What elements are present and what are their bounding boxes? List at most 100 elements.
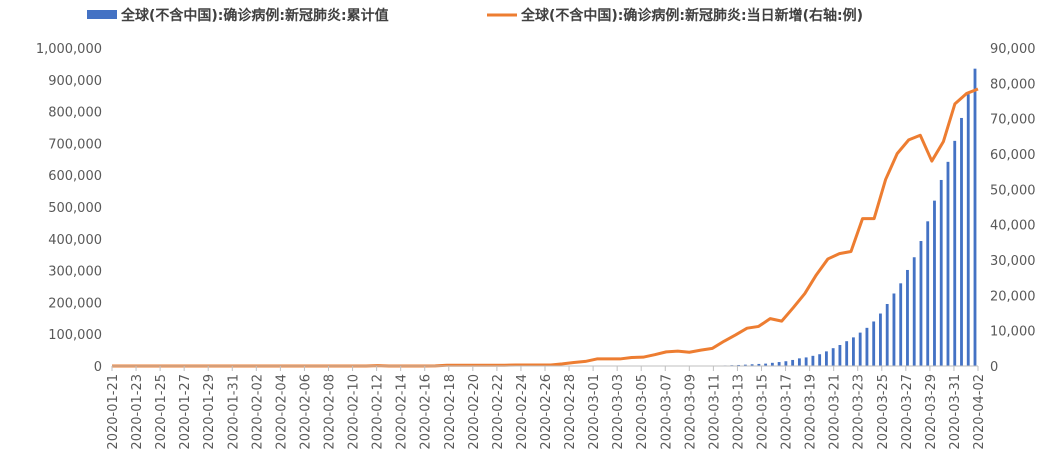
bar xyxy=(926,221,930,366)
bar xyxy=(770,362,774,366)
legend: 全球(不含中国):确诊病例:新冠肺炎:累计值 全球(不含中国):确诊病例:新冠肺… xyxy=(87,7,863,24)
bar xyxy=(885,303,889,366)
x-tick-label: 2020-02-02 xyxy=(250,374,265,450)
left-axis-ticks: 0 100,000 200,000 300,000 400,000 500,000 600,… xyxy=(36,42,102,375)
legend-bar-swatch xyxy=(87,10,117,19)
bar xyxy=(899,283,903,366)
bar xyxy=(919,241,923,366)
x-tick-label: 2020-01-25 xyxy=(154,374,169,450)
left-tick-label: 200,000 xyxy=(48,296,102,311)
x-tick-label: 2020-03-11 xyxy=(707,374,722,450)
x-tick-label: 2020-02-26 xyxy=(539,374,554,450)
x-tick-label: 2020-03-29 xyxy=(924,374,939,450)
right-tick-label: 50,000 xyxy=(990,183,1036,198)
x-tick-label: 2020-03-23 xyxy=(852,374,867,450)
x-tick-label: 2020-01-31 xyxy=(226,374,241,450)
bar xyxy=(764,363,768,366)
bar xyxy=(946,161,950,366)
left-tick-label: 800,000 xyxy=(48,106,102,121)
left-tick-label: 1,000,000 xyxy=(36,42,102,57)
x-tick-label: 2020-02-10 xyxy=(347,374,362,450)
bar-series xyxy=(561,68,977,367)
x-tick-label: 2020-03-21 xyxy=(828,374,843,450)
bar xyxy=(906,269,909,366)
x-tick-label: 2020-01-21 xyxy=(106,374,121,450)
line-path xyxy=(112,87,979,368)
x-tick-label: 2020-02-28 xyxy=(563,374,578,450)
bar xyxy=(953,140,957,366)
bar xyxy=(865,327,869,366)
x-tick-label: 2020-02-18 xyxy=(443,374,458,450)
x-tick-label: 2020-03-25 xyxy=(876,374,891,450)
x-tick-label: 2020-03-31 xyxy=(948,374,963,450)
x-tick-label: 2020-01-29 xyxy=(202,374,217,450)
x-tick-label: 2020-02-12 xyxy=(371,374,386,450)
bar xyxy=(777,362,781,366)
bar xyxy=(966,94,970,367)
bar xyxy=(879,313,882,366)
bar xyxy=(838,345,842,366)
x-tick-label: 2020-03-27 xyxy=(900,374,915,450)
right-tick-label: 10,000 xyxy=(990,325,1036,340)
legend-bar-label: 全球(不含中国):确诊病例:新冠肺炎:累计值 xyxy=(120,7,389,24)
left-tick-label: 300,000 xyxy=(48,265,102,280)
bar xyxy=(852,337,855,366)
left-tick-label: 500,000 xyxy=(48,201,102,216)
x-tick-label: 2020-03-13 xyxy=(731,374,746,450)
bar xyxy=(912,257,916,366)
right-tick-label: 60,000 xyxy=(990,148,1036,163)
left-tick-label: 700,000 xyxy=(48,137,102,152)
bar xyxy=(858,332,862,366)
bar xyxy=(892,293,896,366)
bar xyxy=(743,364,747,366)
line-series xyxy=(112,87,979,368)
right-tick-label: 20,000 xyxy=(990,289,1036,304)
x-tick-label: 2020-04-02 xyxy=(972,374,987,450)
bar xyxy=(973,68,977,367)
right-tick-label: 40,000 xyxy=(990,219,1036,234)
x-tick-label: 2020-02-08 xyxy=(323,374,338,450)
x-tick-label: 2020-02-04 xyxy=(274,374,289,450)
x-tick-label: 2020-03-01 xyxy=(587,374,602,450)
bar xyxy=(791,359,795,366)
x-tick-label: 2020-03-19 xyxy=(804,374,819,450)
bar xyxy=(818,354,822,366)
left-tick-label: 900,000 xyxy=(48,74,102,89)
left-tick-label: 0 xyxy=(94,360,102,375)
right-tick-label: 30,000 xyxy=(990,254,1036,269)
x-tick-label: 2020-03-17 xyxy=(780,374,795,450)
right-axis-ticks: 0 10,000 20,000 30,000 40,000 50,000 60,000 70,… xyxy=(990,42,1036,375)
bar xyxy=(831,348,835,366)
right-tick-label: 70,000 xyxy=(990,113,1036,128)
x-tick-label: 2020-02-14 xyxy=(395,374,410,450)
bar xyxy=(960,117,963,367)
bar xyxy=(737,364,741,366)
bar xyxy=(750,364,754,366)
legend-line-label: 全球(不含中国):确诊病例:新冠肺炎:当日新增(右轴:例) xyxy=(520,7,863,24)
x-tick-label: 2020-02-22 xyxy=(491,374,506,450)
left-tick-label: 100,000 xyxy=(48,328,102,343)
right-tick-label: 80,000 xyxy=(990,77,1036,92)
x-tick-label: 2020-02-16 xyxy=(419,374,434,450)
bar xyxy=(811,355,815,366)
x-tick-label: 2020-02-20 xyxy=(467,374,482,450)
x-tick-label: 2020-02-06 xyxy=(298,374,313,450)
x-axis: 2020-01-21 2020-01-23 2020-01-25 2020-01-27… xyxy=(106,365,987,450)
bar xyxy=(872,321,876,366)
x-tick-label: 2020-01-27 xyxy=(178,374,193,450)
x-tick-label: 2020-03-07 xyxy=(659,374,674,450)
bar xyxy=(784,361,788,366)
x-tick-label: 2020-02-24 xyxy=(515,374,530,450)
bar xyxy=(797,358,801,366)
bar xyxy=(757,363,761,366)
right-tick-label: 90,000 xyxy=(990,42,1036,57)
x-tick-label: 2020-03-03 xyxy=(611,374,626,450)
right-tick-label: 0 xyxy=(990,360,998,375)
bar xyxy=(933,200,936,366)
x-tick-label: 2020-03-15 xyxy=(756,374,771,450)
x-tick-label: 2020-03-09 xyxy=(683,374,698,450)
x-tick-label: 2020-01-23 xyxy=(130,374,145,450)
bar xyxy=(804,357,808,366)
